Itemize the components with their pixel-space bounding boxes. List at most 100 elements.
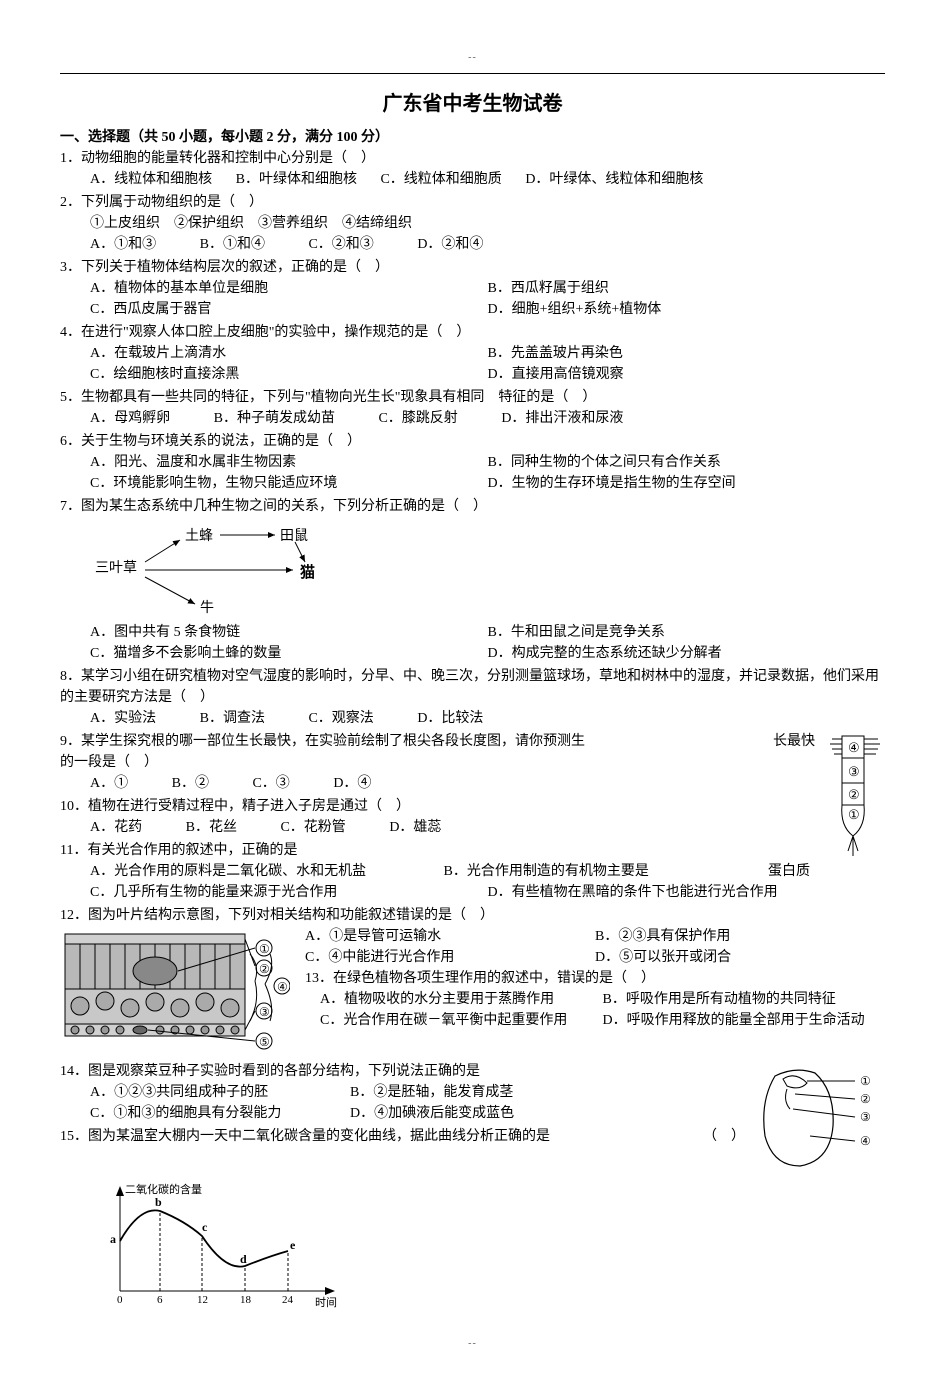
xtick-12: 12 bbox=[197, 1294, 208, 1306]
q15-ylabel: 二氧化碳的含量 bbox=[125, 1182, 202, 1196]
pt-b: b bbox=[155, 1195, 162, 1209]
q7-options: A．图中共有 5 条食物链 B．牛和田鼠之间是竞争关系 bbox=[60, 622, 885, 643]
q15-tail: （ ） bbox=[703, 1126, 745, 1147]
q1-options: A．线粒体和细胞核 B．叶绿体和细胞核 C．线粒体和细胞质 D．叶绿体、线粒体和… bbox=[60, 169, 885, 190]
q15-stem: 15．图为某温室大棚内一天中二氧化碳含量的变化曲线，据此曲线分析正确的是 bbox=[60, 1129, 550, 1144]
root-label-4: ④ bbox=[848, 740, 860, 755]
q8-options: A．实验法 B．调查法 C．观察法 D．比较法 bbox=[60, 708, 885, 729]
q9-stem2: 的一段是（ ） bbox=[60, 752, 885, 773]
node-cat: 猫 bbox=[300, 563, 315, 581]
q2-B: B．①和④ bbox=[200, 234, 265, 255]
q10-C: C．花粉管 bbox=[280, 817, 345, 838]
q7-D: D．构成完整的生态系统还缺少分解者 bbox=[488, 643, 886, 664]
q3-options: A．植物体的基本单位是细胞 B．西瓜籽属于组织 bbox=[60, 278, 885, 299]
pt-d: d bbox=[240, 1252, 247, 1266]
q11-B: B．光合作用制造的有机物主要是 bbox=[444, 864, 649, 879]
q9-B: B．② bbox=[172, 773, 209, 794]
q1-stem: 1．动物细胞的能量转化器和控制中心分别是（ ） bbox=[60, 148, 885, 169]
q10-options: A．花药 B．花丝 C．花粉管 D．雄蕊 bbox=[60, 817, 885, 838]
root-label-2: ② bbox=[848, 787, 860, 802]
node-clover: 三叶草 bbox=[95, 560, 137, 576]
footer-dash: -- bbox=[60, 1336, 885, 1351]
q1-B: B．叶绿体和细胞核 bbox=[236, 169, 357, 190]
q5-C: C．膝跳反射 bbox=[378, 408, 457, 429]
q7-B: B．牛和田鼠之间是竞争关系 bbox=[488, 622, 886, 643]
top-rule bbox=[60, 73, 885, 74]
q13-D: D．呼吸作用释放的能量全部用于生命活动 bbox=[603, 1010, 886, 1031]
q9-options: A．① B．② C．③ D．④ bbox=[60, 773, 885, 794]
q13-r1: A．植物吸收的水分主要用于蒸腾作用 B．呼吸作用是所有动植物的共同特征 bbox=[305, 989, 885, 1010]
question-5: 5．生物都具有一些共同的特征，下列与"植物向光生长"现象具有相同 特征的是（ ）… bbox=[60, 387, 885, 429]
q4-A: A．在载玻片上滴清水 bbox=[90, 343, 488, 364]
q5-A: A．母鸡孵卵 bbox=[90, 408, 170, 429]
section-header: 一、选择题（共 50 小题，每小题 2 分，满分 100 分） bbox=[60, 127, 885, 148]
q14-seed-diagram: ① ② ③ ④ bbox=[755, 1061, 885, 1176]
q11-row1: A．光合作用的原料是二氧化碳、水和无机盐 B．光合作用制造的有机物主要是 蛋白质 bbox=[60, 861, 885, 882]
q6-options: A．阳光、温度和水属非生物因素 B．同种生物的个体之间只有合作关系 bbox=[60, 452, 885, 473]
q5-B: B．种子萌发成幼苗 bbox=[214, 408, 335, 429]
q14-C: C．①和③的细胞具有分裂能力 bbox=[90, 1103, 350, 1124]
q4-stem: 4．在进行"观察人体口腔上皮细胞"的实验中，操作规范的是（ ） bbox=[60, 322, 885, 343]
seed-label-4: ④ bbox=[860, 1134, 871, 1148]
q7-food-web-diagram: 三叶草 土蜂 田鼠 牛 猫 bbox=[90, 522, 885, 617]
q1-C: C．线粒体和细胞质 bbox=[380, 169, 501, 190]
q15-xlabel: 时间 bbox=[315, 1296, 337, 1309]
question-2: 2．下列属于动物组织的是（ ） ①上皮组织 ②保护组织 ③营养组织 ④结缔组织 … bbox=[60, 192, 885, 255]
q2-A: A．①和③ bbox=[90, 234, 156, 255]
xtick-0: 0 bbox=[117, 1294, 123, 1306]
question-6: 6．关于生物与环境关系的说法，正确的是（ ） A．阳光、温度和水属非生物因素 B… bbox=[60, 431, 885, 494]
q11-Btail: 蛋白质 bbox=[768, 861, 810, 882]
q5-options: A．母鸡孵卵 B．种子萌发成幼苗 C．膝跳反射 D．排出汗液和尿液 bbox=[60, 408, 885, 429]
header-dash: -- bbox=[60, 50, 885, 65]
q11-stem: 11．有关光合作用的叙述中，正确的是 bbox=[60, 840, 885, 861]
q3-stem: 3．下列关于植物体结构层次的叙述，正确的是（ ） bbox=[60, 257, 885, 278]
xtick-18: 18 bbox=[240, 1294, 252, 1306]
q4-C: C．绘细胞核时直接涂黑 bbox=[90, 364, 488, 385]
q8-B: B．调查法 bbox=[200, 708, 265, 729]
q1-A: A．线粒体和细胞核 bbox=[90, 169, 212, 190]
pt-a: a bbox=[110, 1232, 116, 1246]
q3-C: C．西瓜皮属于器官 bbox=[90, 299, 488, 320]
q10-D: D．雄蕊 bbox=[389, 817, 441, 838]
seed-label-2: ② bbox=[860, 1092, 871, 1106]
q11-A: A．光合作用的原料是二氧化碳、水和无机盐 bbox=[90, 861, 440, 882]
q10-A: A．花药 bbox=[90, 817, 142, 838]
q10-B: B．花丝 bbox=[186, 817, 237, 838]
q1-D: D．叶绿体、线粒体和细胞核 bbox=[525, 169, 703, 190]
leaf-label-3: ③ bbox=[259, 1005, 270, 1019]
leaf-label-1: ① bbox=[259, 942, 270, 956]
q12-A: A．①是导管可运输水 bbox=[305, 926, 595, 947]
question-10: 10．植物在进行受精过程中，精子进入子房是通过（ ） A．花药 B．花丝 C．花… bbox=[60, 796, 885, 838]
q9-stem: 9．某学生探究根的哪一部位生长最快，在实验前绘制了根尖各段长度图，请你预测生 bbox=[60, 734, 585, 749]
question-9: ④ ③ ② ① 9．某学生探究根的哪一部位生长最快，在实验前绘制了根尖各段长度图… bbox=[60, 731, 885, 794]
q5-stem: 5．生物都具有一些共同的特征，下列与"植物向光生长"现象具有相同 特征的是（ ） bbox=[60, 387, 885, 408]
q14-r1: A．①②③共同组成种子的胚 B．②是胚轴，能发育成茎 bbox=[60, 1082, 610, 1103]
leaf-label-5: ⑤ bbox=[259, 1035, 270, 1049]
q9-root-tip-diagram: ④ ③ ② ① bbox=[830, 731, 885, 871]
q5-D: D．排出汗液和尿液 bbox=[501, 408, 623, 429]
q7-C: C．猫增多不会影响土蜂的数量 bbox=[90, 643, 488, 664]
q11-D: D．有些植物在黑暗的条件下也能进行光合作用 bbox=[488, 882, 886, 903]
seed-label-3: ③ bbox=[860, 1110, 871, 1124]
leaf-label-2: ② bbox=[259, 962, 270, 976]
q7-A: A．图中共有 5 条食物链 bbox=[90, 622, 488, 643]
q9-tail: 长最快 bbox=[773, 731, 815, 752]
q13-stem: 13．在绿色植物各项生理作用的叙述中，错误的是（ ） bbox=[305, 968, 885, 989]
q4-options: A．在载玻片上滴清水 B．先盖盖玻片再染色 bbox=[60, 343, 885, 364]
q3-D: D．细胞+组织+系统+植物体 bbox=[488, 299, 886, 320]
q6-A: A．阳光、温度和水属非生物因素 bbox=[90, 452, 488, 473]
question-3: 3．下列关于植物体结构层次的叙述，正确的是（ ） A．植物体的基本单位是细胞 B… bbox=[60, 257, 885, 320]
q14-B: B．②是胚轴，能发育成茎 bbox=[350, 1082, 610, 1103]
q7-stem: 7．图为某生态系统中几种生物之间的关系，下列分析正确的是（ ） bbox=[60, 496, 885, 517]
xtick-6: 6 bbox=[157, 1294, 163, 1306]
q3-A: A．植物体的基本单位是细胞 bbox=[90, 278, 488, 299]
question-7: 7．图为某生态系统中几种生物之间的关系，下列分析正确的是（ ） 三叶草 土蜂 田… bbox=[60, 496, 885, 664]
pt-e: e bbox=[290, 1238, 296, 1252]
page-title: 广东省中考生物试卷 bbox=[60, 89, 885, 119]
q6-C: C．环境能影响生物，生物只能适应环境 bbox=[90, 473, 488, 494]
root-label-3: ③ bbox=[848, 764, 860, 779]
q4-B: B．先盖盖玻片再染色 bbox=[488, 343, 886, 364]
q15-co2-curve-diagram: 二氧化碳的含量 时间 0 6 12 18 24 a b c d e bbox=[90, 1181, 885, 1311]
q12-options-r1: A．①是导管可运输水 B．②③具有保护作用 bbox=[305, 926, 885, 947]
pt-c: c bbox=[202, 1220, 208, 1234]
